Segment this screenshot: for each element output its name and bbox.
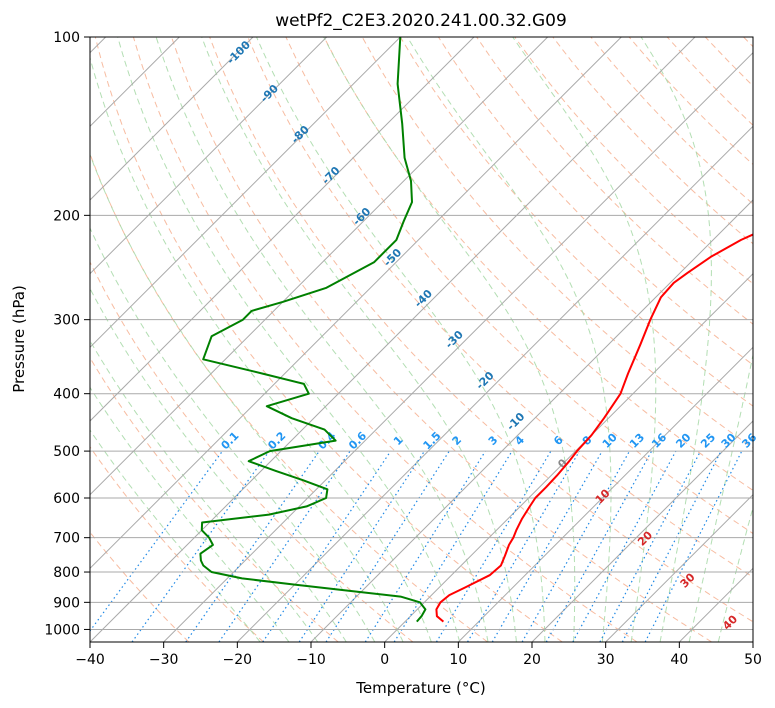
isotherm xyxy=(236,125,753,642)
dewpoint-profile xyxy=(199,37,427,623)
moist-adiabat xyxy=(90,429,261,642)
isotherm xyxy=(457,346,753,642)
moist-adiabat xyxy=(512,37,657,642)
x-axis-title: Temperature (°C) xyxy=(355,679,485,697)
x-tick-label: 50 xyxy=(744,652,762,668)
dry-adiabat xyxy=(247,37,753,578)
isotherm xyxy=(90,37,475,422)
moist-adiabat xyxy=(90,287,347,642)
isotherm xyxy=(90,37,328,275)
mixing-ratio-line xyxy=(545,450,653,642)
moist-adiabat xyxy=(90,153,404,642)
mixing-ratio-line xyxy=(572,450,677,642)
dry-adiabat xyxy=(171,37,712,642)
moist-adiabat xyxy=(117,37,461,642)
y-axis: 1000 900 800 700 600 500 400 300 200 100 xyxy=(44,30,90,638)
moist-adiabat xyxy=(717,505,753,642)
chart-title: wetPf2_C2E3.2020.241.00.32.G09 xyxy=(275,11,567,31)
x-tick-label: −30 xyxy=(149,652,179,668)
isotherm xyxy=(90,37,622,570)
dry-adiabat xyxy=(285,37,753,535)
moist-adiabat xyxy=(640,37,712,642)
y-tick-label: 400 xyxy=(53,387,80,403)
isotherm xyxy=(384,272,753,642)
mixing-ratio-line xyxy=(185,450,320,642)
x-tick-label: 10 xyxy=(449,652,467,668)
moist-adiabat xyxy=(155,37,489,642)
y-tick-label: 200 xyxy=(53,208,80,224)
y-tick-label: 800 xyxy=(53,565,80,581)
dry-adiabat xyxy=(90,446,264,642)
y-tick-label: 100 xyxy=(53,30,80,46)
pressure-gridlines xyxy=(90,37,753,630)
moist-adiabat xyxy=(90,386,290,642)
y-tick-label: 500 xyxy=(53,444,80,460)
profiles xyxy=(199,37,753,623)
x-tick-label: −10 xyxy=(296,652,326,668)
moist-adiabat xyxy=(688,352,753,642)
mixing-ratio-line xyxy=(466,450,580,642)
x-tick-label: 0 xyxy=(380,652,389,668)
isotherm xyxy=(90,37,549,496)
y-tick-label: 1000 xyxy=(44,622,80,638)
isotherm xyxy=(531,420,753,642)
isotherm xyxy=(90,37,401,349)
moist-adiabat xyxy=(90,226,376,642)
isotherm xyxy=(90,37,696,642)
isotherm xyxy=(605,493,753,642)
dry-adiabat xyxy=(90,260,414,642)
moist-adiabat xyxy=(201,37,517,642)
y-tick-label: 900 xyxy=(53,595,80,611)
y-tick-label: 300 xyxy=(53,313,80,329)
dry-adiabat xyxy=(476,37,753,325)
mixing-ratio-line xyxy=(298,450,425,642)
background-lines xyxy=(90,37,753,642)
x-tick-label: 30 xyxy=(597,652,615,668)
mixing-ratio-line xyxy=(393,450,513,642)
mixing-ratio-line xyxy=(364,450,486,642)
x-tick-label: 20 xyxy=(523,652,541,668)
moist-adiabat xyxy=(90,339,319,642)
plot-frame xyxy=(89,36,754,643)
dry-adiabat xyxy=(209,37,753,623)
dry-adiabat xyxy=(514,37,753,285)
mixing-ratio-line xyxy=(491,450,603,642)
isotherm xyxy=(310,199,753,642)
isotherm xyxy=(90,37,254,201)
x-tick-label: −20 xyxy=(223,652,253,668)
dry-adiabat xyxy=(94,37,563,642)
mixing-ratio-line xyxy=(521,450,631,642)
y-tick-label: 600 xyxy=(53,491,80,507)
x-tick-label: 40 xyxy=(670,652,688,668)
mixing-ratio-line xyxy=(325,450,450,642)
moist-adiabat xyxy=(406,37,612,642)
y-tick-label: 700 xyxy=(53,531,80,547)
moist-adiabat xyxy=(256,37,546,642)
dry-adiabat xyxy=(323,37,753,491)
y-axis-title: Pressure (hPa) xyxy=(10,285,28,393)
mixing-ratio-line xyxy=(435,450,552,642)
x-tick-label: −40 xyxy=(75,652,105,668)
isotherm xyxy=(163,51,753,642)
mixing-ratio-line xyxy=(131,450,270,642)
temperature-profile xyxy=(435,233,753,623)
x-axis: −40 −30 −20 −10 0 10 20 30 40 50 xyxy=(75,642,762,668)
dry-adiabat xyxy=(132,37,638,642)
